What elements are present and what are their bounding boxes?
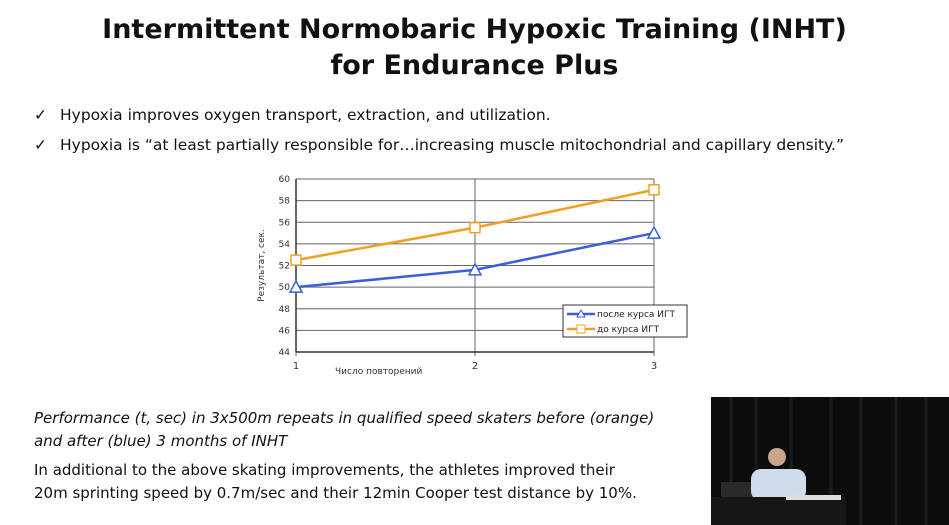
chart-caption: Performance (t, sec) in 3x500m repeats i…	[34, 407, 654, 453]
caption-line-1: Performance (t, sec) in 3x500m repeats i…	[34, 409, 655, 427]
checkmark-icon: ✓	[34, 106, 47, 124]
y-tick-label: 56	[279, 218, 291, 228]
y-tick-label: 46	[279, 326, 291, 336]
data-point-triangle	[646, 225, 662, 239]
data-point-triangle	[288, 279, 304, 293]
y-tick-label: 58	[279, 197, 291, 207]
line-chart: 44 46 48 50 52 54 56 58 60 1 2 3 Число повторений Рез…	[257, 175, 688, 377]
y-tick-label: 44	[279, 348, 291, 358]
note-line-2: 20m sprinting speed by 0.7m/sec and thei…	[34, 484, 637, 502]
data-point-square	[290, 254, 302, 266]
y-tick-label: 52	[279, 262, 290, 272]
legend-marker-square	[576, 324, 586, 334]
data-point-square	[469, 221, 481, 234]
slide-title: Intermittent Normobaric Hypoxic Training…	[0, 12, 949, 84]
presenter-video[interactable]	[711, 397, 949, 525]
legend-marker-triangle	[576, 308, 586, 318]
y-axis-label: Результат, сек.	[257, 229, 267, 302]
legend-label: после курса ИГТ	[597, 310, 676, 320]
bullet-text: Hypoxia is “at least partially responsib…	[60, 136, 844, 154]
bullet-text: Hypoxia improves oxygen transport, extra…	[60, 106, 551, 124]
data-point-triangle	[467, 262, 483, 276]
bullet-1: ✓ Hypoxia improves oxygen transport, extr…	[34, 106, 551, 124]
title-line-2: for Endurance Plus	[330, 50, 619, 81]
y-tick-label: 60	[279, 175, 291, 185]
results-note: In additional to the above skating impro…	[34, 459, 637, 505]
x-tick-label: 2	[472, 361, 478, 372]
presenter-video-frame	[711, 397, 928, 525]
y-tick-label: 48	[279, 305, 291, 315]
x-axis-label: Число повторений	[335, 367, 423, 377]
x-tick-label: 3	[651, 361, 657, 372]
checkmark-icon: ✓	[34, 136, 47, 154]
x-tick-label: 1	[293, 361, 299, 372]
legend-label: до курса ИГТ	[597, 325, 660, 335]
bullet-2: ✓ Hypoxia is “at least partially responsi…	[34, 136, 844, 154]
y-tick-label: 50	[279, 283, 291, 293]
title-line-1: Intermittent Normobaric Hypoxic Training…	[102, 14, 847, 45]
caption-line-2: and after (blue) 3 months of INHT	[34, 432, 288, 450]
y-tick-label: 54	[279, 240, 291, 250]
data-point-square	[648, 184, 660, 196]
note-line-1: In additional to the above skating impro…	[34, 461, 615, 479]
